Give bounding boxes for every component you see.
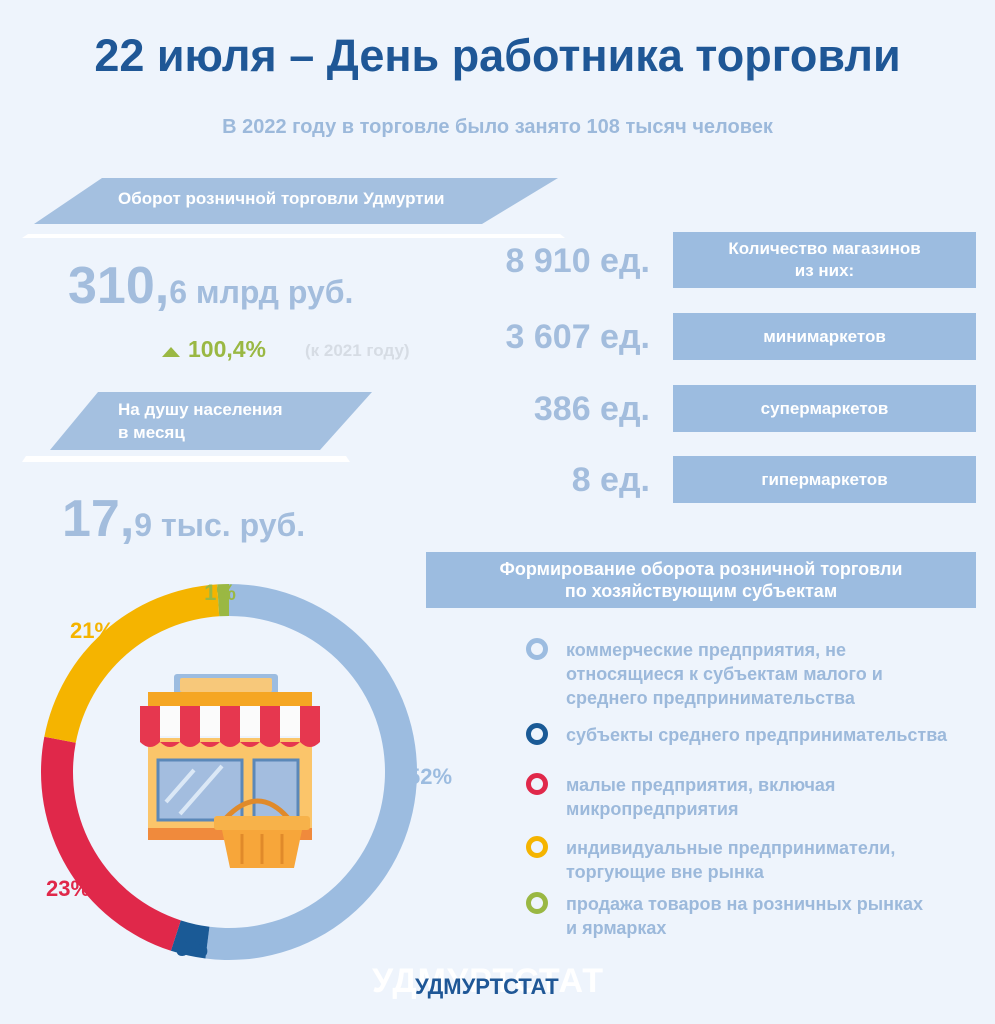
legend-marker	[526, 723, 548, 745]
hypermarkets-label: гипермаркетов	[673, 456, 976, 503]
turnover-value: 310,6 млрд руб.	[68, 256, 353, 316]
donut-slice-label: 23%	[46, 876, 90, 901]
stores-total-label-line2: из них:	[794, 261, 855, 280]
donut-slice	[44, 584, 220, 743]
legend-item-markets: продажа товаров на розничных рынках и яр…	[526, 892, 995, 940]
per-capita-value-int: 17,	[62, 490, 135, 548]
legend-label: малые предприятия, включая микропредприя…	[566, 773, 835, 821]
structure-header-line2: по хозяйствующим субъектам	[564, 581, 838, 601]
legend-line: продажа товаров на розничных рынках	[566, 894, 924, 914]
turnover-label: Оборот розничной торговли Удмуртии	[118, 189, 445, 208]
donut-slice	[205, 584, 418, 960]
legend-item-medium: субъекты среднего предпринимательства	[526, 723, 995, 747]
donut-slice-label: 1%	[204, 580, 236, 605]
donut-chart: 52% 3% 23% 21% 1%	[41, 580, 452, 961]
stores-total-label: Количество магазинов из них:	[673, 232, 976, 288]
legend-line: индивидуальные предприниматели,	[566, 838, 896, 858]
donut-slice-label: 3%	[176, 936, 208, 961]
donut-slice	[217, 584, 229, 617]
legend-label: продажа товаров на розничных рынках и яр…	[566, 892, 923, 940]
legend-line: коммерческие предприятия, не	[566, 640, 847, 660]
legend-line: субъекты среднего предпринимательства	[566, 725, 948, 745]
donut-slices	[41, 584, 418, 960]
legend-item-individual: индивидуальные предприниматели, торгующи…	[526, 836, 995, 884]
legend-marker	[526, 892, 548, 914]
legend-line: торгующие вне рынка	[566, 862, 764, 882]
per-capita-value-rest: 9 тыс. руб.	[134, 507, 306, 543]
source-label: УДМУРТСТАТ	[415, 974, 559, 999]
turnover-ribbon	[22, 178, 565, 238]
legend-marker	[526, 773, 548, 795]
store-with-basket-icon	[140, 674, 320, 868]
donut-labels: 52% 3% 23% 21% 1%	[46, 580, 452, 961]
watermark-text: УДМУРТСТАТ	[372, 962, 605, 1000]
per-capita-label-line2: в месяц	[118, 423, 185, 442]
minimarkets-count: 3 607 ед.	[505, 318, 650, 356]
per-capita-label-line1: На душу населения	[118, 400, 283, 419]
per-capita-label: На душу населения в месяц	[118, 398, 283, 444]
supermarkets-label: супермаркетов	[673, 385, 976, 432]
turnover-growth-note: (к 2021 году)	[305, 341, 410, 360]
legend-marker	[526, 638, 548, 660]
page-subtitle: В 2022 году в торговле было занято 108 т…	[222, 116, 773, 138]
supermarkets-count: 386 ед.	[533, 390, 650, 428]
per-capita-value: 17,9 тыс. руб.	[62, 489, 305, 549]
stores-total-label-line1: Количество магазинов	[728, 239, 921, 258]
legend-line: и ярмарках	[566, 918, 667, 938]
legend-marker	[526, 836, 548, 858]
turnover-growth: 100,4%	[188, 336, 267, 362]
structure-header-line1: Формирование оборота розничной торговли	[499, 559, 903, 579]
legend-line: среднего предпринимательства	[566, 688, 855, 708]
legend-line: относящиеся к субъектам малого и	[566, 664, 883, 684]
hypermarkets-count: 8 ед.	[571, 461, 650, 499]
minimarkets-label: минимаркетов	[673, 313, 976, 360]
legend-label: индивидуальные предприниматели, торгующи…	[566, 836, 895, 884]
legend-label: субъекты среднего предпринимательства	[566, 723, 947, 747]
arrow-up-icon	[162, 347, 180, 357]
legend-line: малые предприятия, включая	[566, 775, 836, 795]
page-title: 22 июля – День работника торговли	[94, 30, 901, 81]
legend-item-small: малые предприятия, включая микропредприя…	[526, 773, 995, 821]
stores-total-count: 8 910 ед.	[505, 242, 650, 280]
donut-slice	[41, 736, 181, 951]
structure-header: Формирование оборота розничной торговли …	[426, 552, 976, 608]
legend-item-commercial: коммерческие предприятия, не относящиеся…	[526, 638, 995, 710]
legend-label: коммерческие предприятия, не относящиеся…	[566, 638, 883, 710]
legend-line: микропредприятия	[566, 799, 739, 819]
donut-slice	[170, 920, 210, 959]
donut-slice-label: 52%	[408, 764, 452, 789]
turnover-value-int: 310,	[68, 257, 170, 315]
per-capita-ribbon	[22, 392, 372, 462]
donut-slice-label: 21%	[70, 618, 114, 643]
turnover-value-rest: 6 млрд руб.	[169, 274, 354, 310]
